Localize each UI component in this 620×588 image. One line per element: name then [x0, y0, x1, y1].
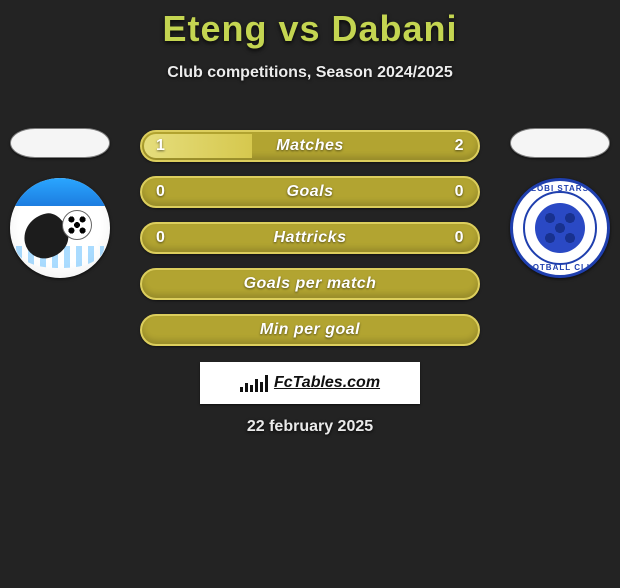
stat-label: Min per goal	[196, 321, 424, 339]
stats-panel: 1 Matches 2 0 Goals 0 0 Hattricks 0 Goal…	[140, 130, 480, 346]
stat-right-value: 0	[424, 229, 464, 247]
stat-label: Goals	[196, 183, 424, 201]
team-left-column	[10, 128, 110, 278]
badge-right-bottom-text: FOOTBALL CLUB	[513, 263, 607, 272]
stat-left-value: 0	[156, 229, 196, 247]
stat-label: Matches	[196, 137, 424, 155]
stat-left-value: 0	[156, 183, 196, 201]
attribution-label: FcTables.com	[274, 374, 380, 392]
date-caption: 22 february 2025	[0, 418, 620, 436]
stat-row-goals-per-match: Goals per match	[140, 268, 480, 300]
club-badge-left	[10, 178, 110, 278]
page-title: Eteng vs Dabani	[0, 8, 620, 50]
stat-row-min-per-goal: Min per goal	[140, 314, 480, 346]
soccer-ball-icon	[535, 203, 585, 253]
stat-right-value: 0	[424, 183, 464, 201]
stat-label: Goals per match	[196, 275, 424, 293]
team-right-column: LOBI STARS FOOTBALL CLUB	[510, 128, 610, 278]
club-badge-right: LOBI STARS FOOTBALL CLUB	[510, 178, 610, 278]
stat-right-value: 2	[424, 137, 464, 155]
stat-left-value: 1	[156, 137, 196, 155]
bar-chart-icon	[240, 374, 268, 392]
stat-row-hattricks: 0 Hattricks 0	[140, 222, 480, 254]
flag-chip-left	[10, 128, 110, 158]
attribution-link[interactable]: FcTables.com	[200, 362, 420, 404]
stat-label: Hattricks	[196, 229, 424, 247]
badge-right-top-text: LOBI STARS	[513, 184, 607, 193]
stat-row-matches: 1 Matches 2	[140, 130, 480, 162]
soccer-ball-icon	[62, 210, 92, 240]
flag-chip-right	[510, 128, 610, 158]
stat-row-goals: 0 Goals 0	[140, 176, 480, 208]
page-subtitle: Club competitions, Season 2024/2025	[0, 64, 620, 82]
